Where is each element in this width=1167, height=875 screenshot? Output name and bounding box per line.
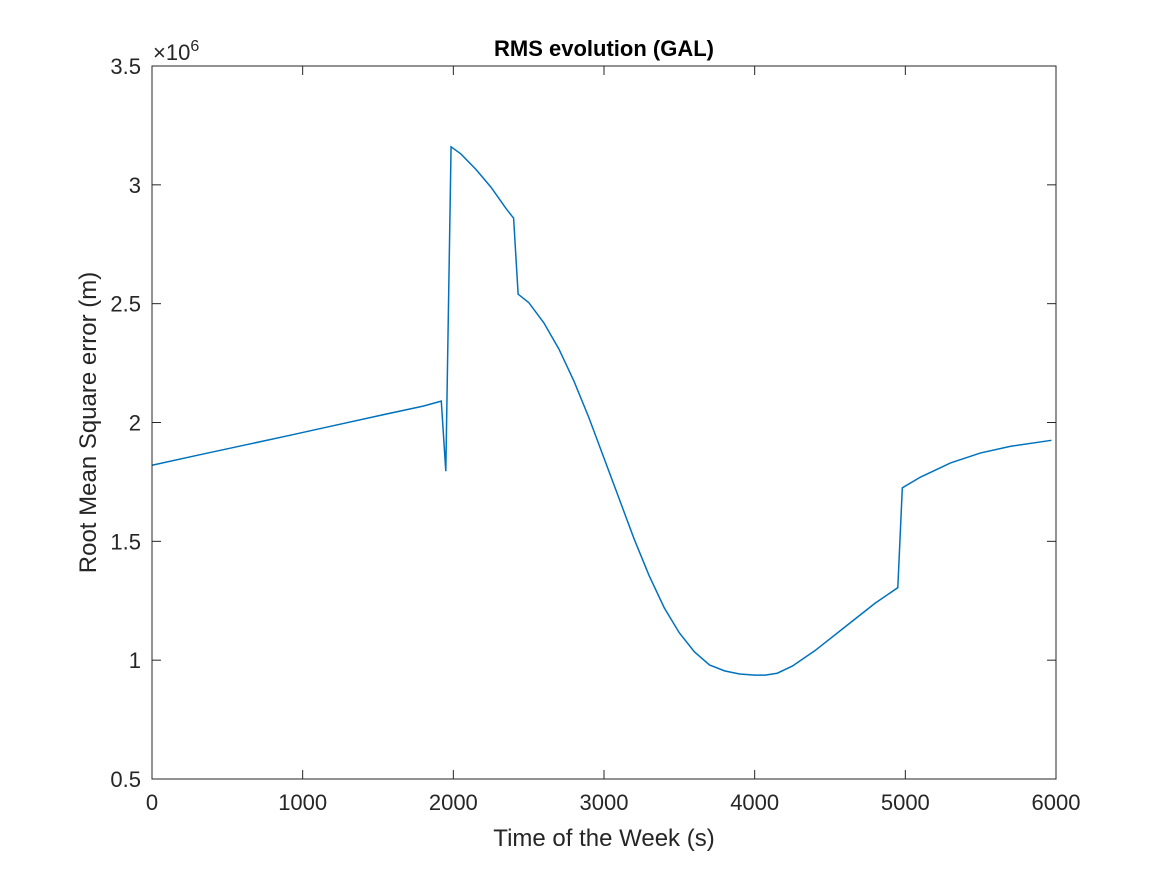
y-tick-label: 2 — [129, 411, 141, 436]
y-axis-exponent-power: 6 — [190, 38, 199, 55]
x-tick-label: 1000 — [278, 790, 327, 815]
y-axis-exponent-base: ×10 — [153, 40, 190, 65]
y-tick-label: 3 — [129, 173, 141, 198]
y-tick-label: 3.5 — [110, 54, 141, 79]
x-axis-label: Time of the Week (s) — [493, 825, 714, 852]
x-tick-label: 3000 — [580, 790, 629, 815]
x-tick-label: 5000 — [881, 790, 930, 815]
x-tick-label: 4000 — [730, 790, 779, 815]
x-tick-label: 2000 — [429, 790, 478, 815]
y-tick-label: 0.5 — [110, 767, 141, 792]
plot-area — [152, 66, 1056, 779]
y-tick-label: 2.5 — [110, 292, 141, 317]
chart-title: RMS evolution (GAL) — [494, 36, 714, 61]
x-tick-label: 0 — [146, 790, 158, 815]
x-tick-label: 6000 — [1032, 790, 1081, 815]
y-tick-label: 1 — [129, 648, 141, 673]
y-tick-label: 1.5 — [110, 529, 141, 554]
y-axis-label: Root Mean Square error (m) — [75, 272, 102, 573]
